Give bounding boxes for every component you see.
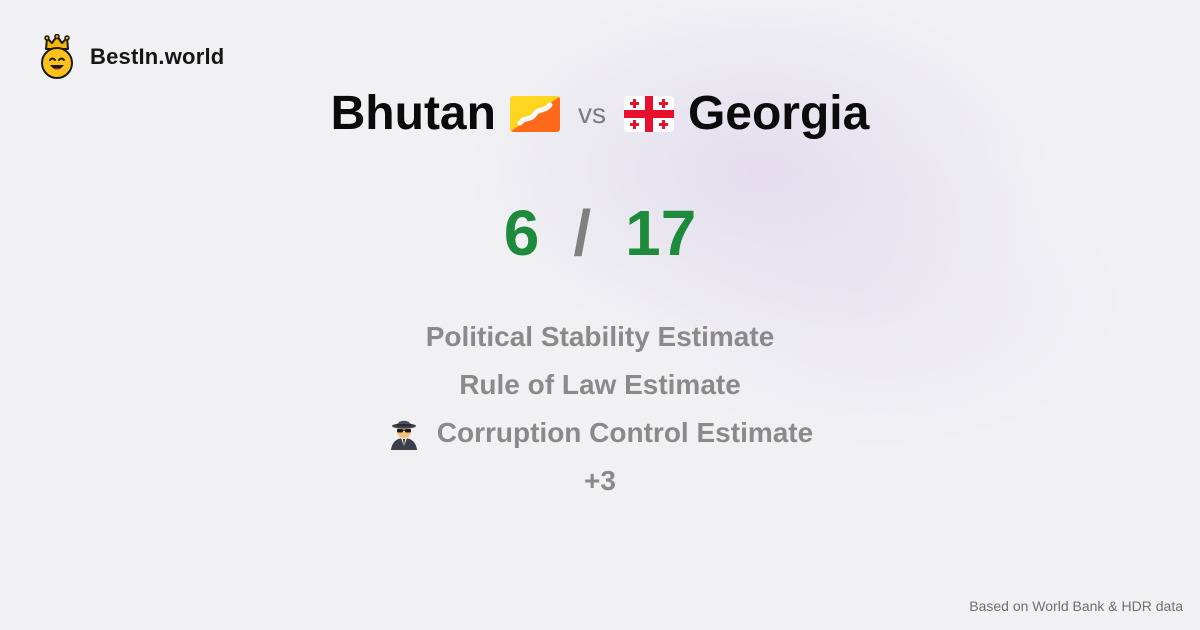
data-source-note: Based on World Bank & HDR data	[969, 598, 1183, 614]
bhutan-flag-icon	[509, 95, 560, 132]
crown-smiley-icon	[41, 34, 73, 79]
metric-list: Political Stability Estimate Rule of Law…	[0, 313, 1200, 505]
comparison-title: Bhutan vs Georgia	[0, 86, 1200, 141]
left-score: 6	[503, 197, 540, 269]
right-country-name[interactable]: Georgia	[687, 87, 870, 140]
brand[interactable]: BestIn.world	[38, 34, 224, 80]
metric-label: +3	[584, 465, 616, 496]
vs-label: vs	[577, 97, 606, 129]
metric-label: Rule of Law Estimate	[459, 369, 741, 400]
metric-label: Corruption Control Estimate	[436, 417, 814, 448]
brand-name: BestIn.world	[90, 44, 225, 69]
metric-label: Political Stability Estimate	[425, 321, 775, 352]
more-metrics-count[interactable]: +3	[584, 457, 616, 505]
georgia-flag-icon	[623, 95, 674, 132]
spy-icon	[390, 420, 417, 450]
left-country-name[interactable]: Bhutan	[330, 87, 496, 140]
metric-item: Political Stability Estimate	[426, 313, 775, 361]
score-comparison: 6 / 17	[0, 196, 1200, 270]
metric-item: Rule of Law Estimate	[459, 361, 741, 409]
metric-item: Corruption Control Estimate	[387, 409, 813, 457]
score-separator: /	[573, 197, 592, 269]
right-score: 17	[625, 197, 697, 269]
